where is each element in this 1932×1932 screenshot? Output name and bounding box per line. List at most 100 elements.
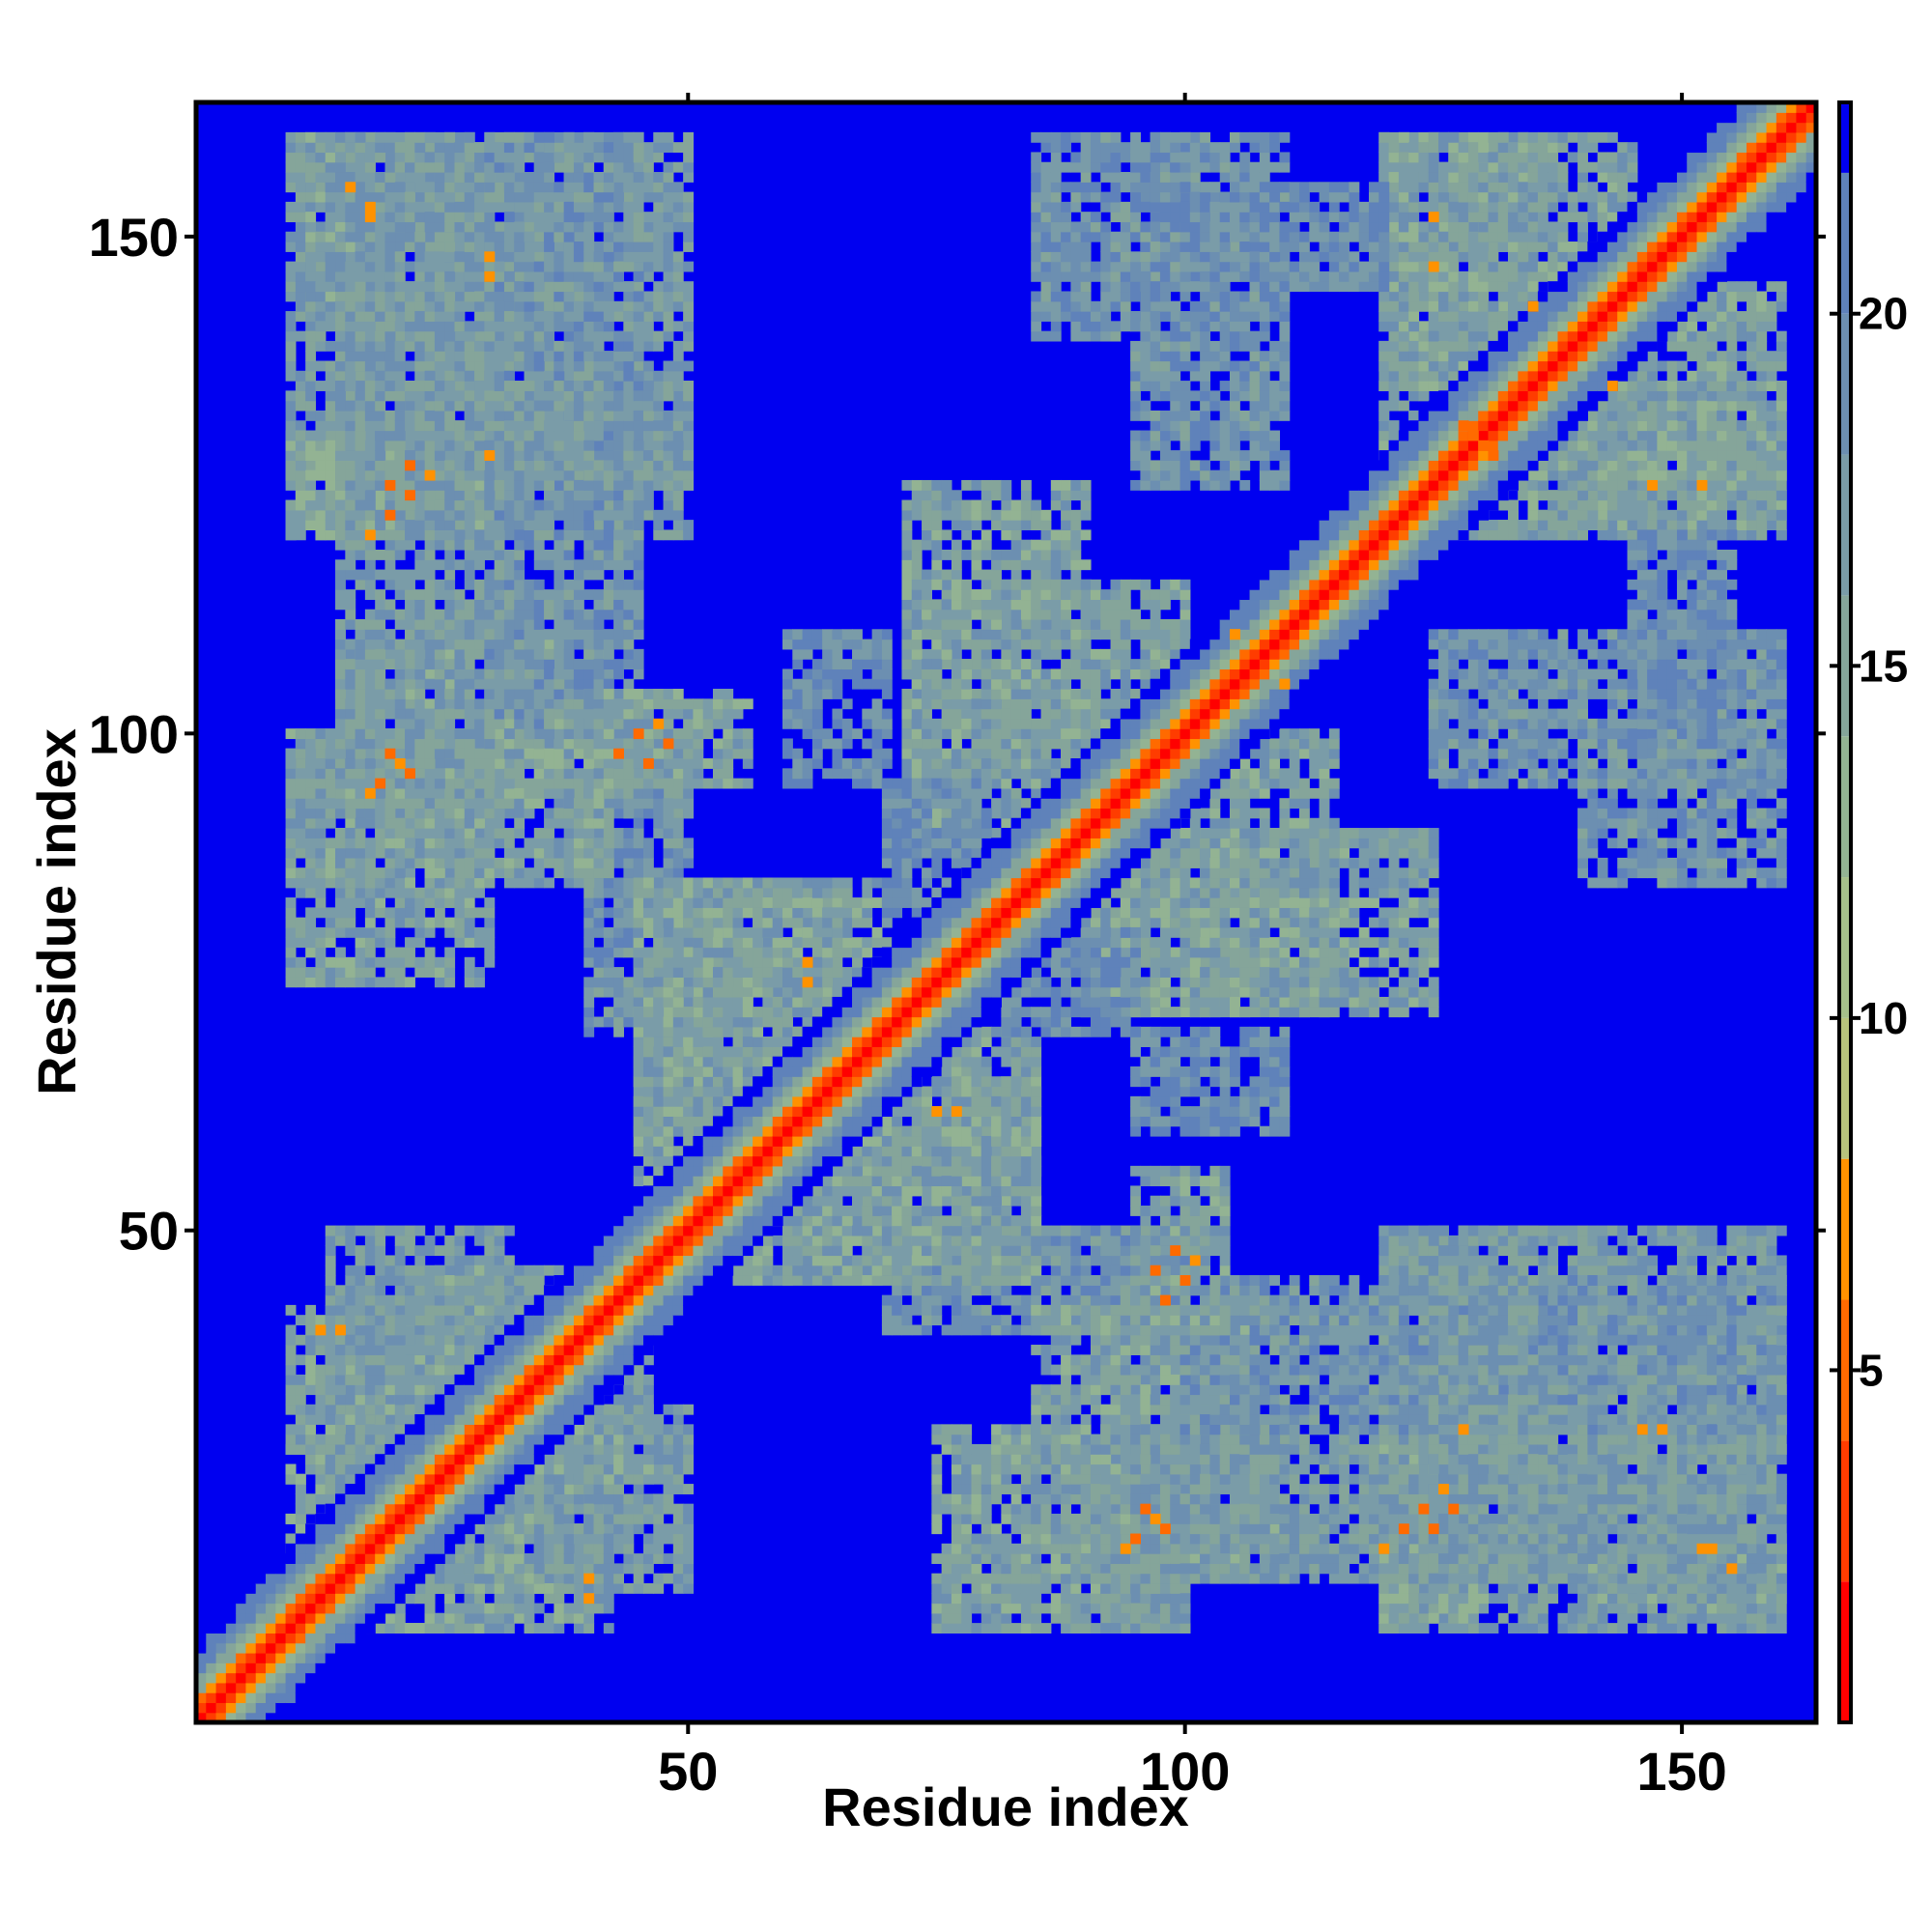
heatmap-cell	[1100, 1463, 1112, 1475]
heatmap-cell	[305, 1354, 317, 1366]
heatmap-cell	[1140, 1623, 1151, 1634]
heatmap-cell	[1100, 1623, 1112, 1634]
heatmap-cell	[1150, 1612, 1161, 1624]
heatmap-cell	[345, 1315, 356, 1326]
heatmap-cell	[424, 1582, 436, 1594]
heatmap-cell	[603, 1623, 614, 1634]
heatmap-cell	[683, 1424, 695, 1435]
heatmap-cell	[345, 1345, 356, 1355]
heatmap-cell	[1010, 1543, 1022, 1554]
heatmap-cell	[384, 967, 396, 978]
heatmap-cell	[524, 1523, 535, 1535]
heatmap-cell	[355, 1443, 366, 1455]
heatmap-cell	[544, 1553, 554, 1564]
heatmap-cell	[653, 1473, 665, 1485]
heatmap-cell	[285, 778, 297, 789]
heatmap-cell	[424, 1345, 436, 1355]
heatmap-cell	[931, 1484, 943, 1494]
heatmap-cell	[623, 1493, 635, 1505]
heatmap-cell	[1010, 1443, 1022, 1455]
heatmap-cell	[484, 1304, 496, 1316]
heatmap-cell	[325, 1285, 336, 1296]
heatmap-cell	[444, 1364, 456, 1376]
heatmap-cell	[892, 1294, 903, 1306]
heatmap-cell	[931, 1623, 943, 1634]
heatmap-cell	[931, 1523, 943, 1535]
heatmap-cell	[394, 897, 406, 908]
heatmap-cell	[464, 956, 475, 968]
heatmap-cell	[533, 1533, 545, 1545]
heatmap-cell	[573, 1573, 584, 1584]
heatmap-cell	[335, 887, 346, 898]
heatmap-cell	[345, 1473, 356, 1485]
heatmap-cell	[285, 947, 297, 958]
heatmap-cell	[474, 1612, 485, 1624]
heatmap-cell	[375, 1345, 386, 1355]
heatmap-cell	[335, 1285, 346, 1296]
heatmap-cell	[1020, 1473, 1032, 1485]
heatmap-cell	[325, 847, 336, 859]
heatmap-cell	[325, 728, 336, 740]
heatmap-cell	[642, 1563, 654, 1575]
heatmap-cell	[544, 1513, 554, 1524]
heatmap-cell	[663, 787, 674, 799]
heatmap-cell	[991, 1463, 1002, 1475]
heatmap-cell	[335, 1384, 346, 1396]
heatmap-cell	[484, 1553, 496, 1564]
heatmap-cell	[1130, 1593, 1141, 1605]
heatmap-cell	[653, 1543, 665, 1554]
heatmap-cell	[1100, 1414, 1112, 1425]
heatmap-cell	[633, 808, 644, 819]
heatmap-cell	[295, 1414, 306, 1425]
heatmap-cell	[295, 838, 306, 849]
heatmap-cell	[554, 1582, 565, 1594]
heatmap-cell	[325, 1225, 336, 1236]
heatmap-cell	[663, 1454, 674, 1465]
heatmap-cell	[405, 1235, 415, 1246]
heatmap-cell	[1020, 1523, 1032, 1535]
heatmap-cell	[454, 1304, 466, 1316]
heatmap-cell	[424, 1324, 436, 1336]
heatmap-cell	[394, 1414, 406, 1425]
heatmap-cell	[384, 1294, 396, 1306]
heatmap-cell	[613, 1503, 624, 1515]
heatmap-cell	[494, 1285, 505, 1296]
heatmap-cell	[345, 1424, 356, 1435]
heatmap-cell	[961, 1523, 973, 1535]
heatmap-cell	[593, 1404, 605, 1415]
heatmap-cell	[961, 1484, 973, 1494]
heatmap-cell	[285, 1304, 297, 1316]
heatmap-cell	[583, 1582, 595, 1594]
heatmap-cell	[424, 1593, 436, 1605]
heatmap-cell	[663, 1443, 674, 1455]
heatmap-cell	[315, 1473, 327, 1485]
heatmap-cell	[384, 1354, 396, 1366]
heatmap-cell	[464, 1612, 475, 1624]
heatmap-cell	[484, 937, 496, 949]
heatmap-cell	[514, 1285, 526, 1296]
heatmap-cell	[384, 947, 396, 958]
heatmap-cell	[544, 1523, 554, 1535]
heatmap-cell	[464, 1255, 475, 1266]
heatmap-cell	[1170, 1593, 1181, 1605]
heatmap-cell	[603, 1484, 614, 1494]
heatmap-cell	[623, 1374, 635, 1385]
heatmap-cell	[1179, 1603, 1191, 1614]
heatmap-cell	[335, 956, 346, 968]
heatmap-cell	[633, 1364, 644, 1376]
heatmap-cell	[1110, 1454, 1122, 1465]
heatmap-cell	[494, 1315, 505, 1326]
heatmap-cell	[364, 1404, 376, 1415]
heatmap-cell	[424, 1334, 436, 1346]
heatmap-cell	[583, 1424, 595, 1435]
heatmap-cell	[514, 1513, 526, 1524]
heatmap-cell	[364, 1374, 376, 1385]
heatmap-cell	[524, 1484, 535, 1494]
heatmap-cell	[503, 1603, 515, 1614]
heatmap-cell	[484, 1315, 496, 1326]
heatmap-cell	[325, 778, 336, 789]
heatmap-cell	[405, 1414, 415, 1425]
heatmap-cell	[375, 1225, 386, 1236]
heatmap-cell	[980, 1612, 992, 1624]
heatmap-cell	[355, 956, 366, 968]
